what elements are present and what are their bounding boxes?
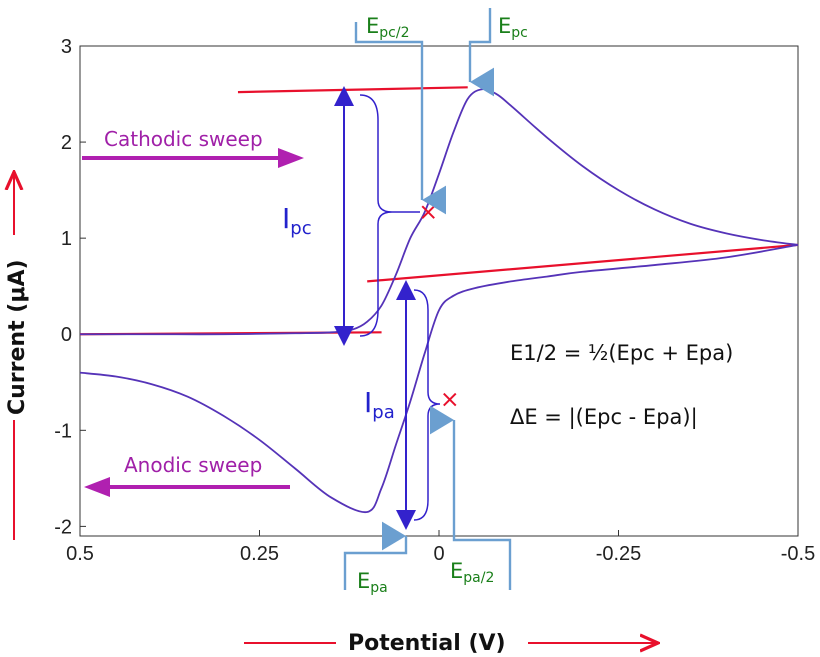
y-tick-label: 3 (61, 36, 72, 58)
epc-label: Epc (498, 14, 528, 41)
x-tick-label: 0.5 (66, 543, 94, 565)
y-tick-label: 2 (61, 132, 72, 154)
ipc-label: Ipc (282, 202, 312, 239)
anodic-sweep-arrowhead (84, 477, 110, 497)
ipc-brace (359, 94, 393, 337)
half-wave-formula: E1/2 = ½(Epc + Epa) (510, 341, 733, 365)
y-tick-label: -1 (54, 420, 72, 442)
x-tick-label: 0 (433, 543, 444, 565)
x-marker (443, 392, 457, 407)
curve-series (79, 88, 799, 514)
epa2-callout (430, 405, 512, 590)
x-tick-label: -0.5 (781, 543, 815, 565)
epa-callout (343, 521, 408, 590)
epc2-label: Epc/2 (366, 14, 410, 41)
ipa-label: Ipa (364, 386, 395, 423)
anodic-sweep-label: Anodic sweep (124, 453, 262, 477)
y-axis-label: Current (μA) (5, 259, 30, 415)
x-tick-label: -0.25 (596, 543, 642, 565)
baseline-line (367, 243, 799, 283)
ipa-brace (413, 289, 441, 521)
epa2-label: Epa/2 (450, 559, 494, 586)
axis-ticks: 0.5 0.25 0 -0.25 -0.5 3 2 1 0 -1 -2 (54, 36, 815, 565)
epa-label: Epa (357, 569, 388, 596)
peak-separation-formula: ΔE = |(Epc - Epa)| (510, 405, 698, 430)
cathodic-sweep-label: Cathodic sweep (104, 127, 263, 151)
cathodic-sweep-arrowhead (278, 148, 304, 168)
baseline-line (237, 86, 468, 94)
y-tick-label: -2 (54, 516, 72, 538)
baseline-lines (79, 86, 799, 336)
cathodic-curve (80, 88, 799, 336)
y-tick-label: 1 (61, 228, 72, 250)
x-axis-label: Potential (V) (348, 631, 506, 656)
x-tick-label: 0.25 (240, 543, 279, 565)
epc2-callout (354, 22, 446, 215)
y-tick-label: 0 (61, 324, 72, 346)
epc-callout (468, 8, 494, 97)
